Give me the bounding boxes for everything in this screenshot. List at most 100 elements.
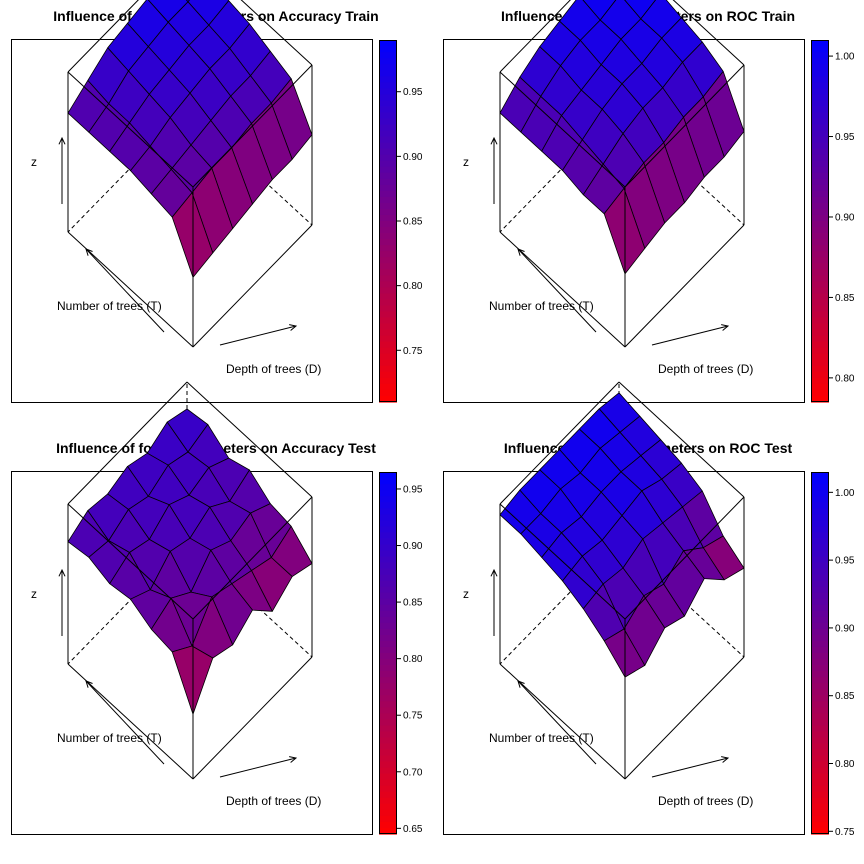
box-edge (192, 224, 313, 348)
colorbar-band (379, 124, 397, 132)
colorbar-band (379, 610, 397, 618)
colorbar-band (811, 640, 829, 648)
colorbar-band (811, 592, 829, 600)
colorbar-band (811, 773, 829, 781)
colorbar-band (379, 94, 397, 101)
depth-axis-arrow-head (721, 324, 730, 331)
colorbar-band (379, 490, 397, 497)
colorbar-tick-label: 0.85 (835, 691, 855, 702)
colorbar-band (811, 329, 829, 337)
colorbar-band (811, 616, 829, 624)
colorbar-band (379, 221, 397, 228)
colorbar-band (379, 484, 397, 491)
colorbar-tick-label: 0.85 (403, 598, 423, 609)
colorbar-band (811, 353, 829, 361)
colorbar-band (379, 160, 397, 168)
depth-axis-arrow (219, 757, 297, 778)
colorbar-band (379, 46, 397, 53)
colorbar-band (379, 791, 397, 799)
colorbar-band (379, 184, 397, 192)
colorbar-band (379, 574, 397, 582)
trees-axis-arrow (85, 248, 165, 333)
colorbar-band (811, 214, 829, 222)
colorbar-band (811, 725, 829, 733)
colorbar-band (379, 683, 397, 690)
colorbar-band (379, 773, 397, 781)
box-edge (624, 496, 745, 620)
box-edge (624, 224, 745, 348)
colorbar-band (379, 713, 397, 720)
depth-axis-arrow-head (289, 756, 298, 763)
z-axis-label: z (31, 155, 37, 169)
colorbar-band (811, 52, 829, 59)
surface-plot: Depth of trees (D) Number of trees (T) z 0.… (443, 0, 855, 403)
colorbar-band (811, 371, 829, 379)
colorbar-band (379, 329, 397, 337)
colorbar-frame (811, 472, 829, 834)
colorbar-band (811, 544, 829, 552)
colorbar-band (811, 514, 829, 521)
depth-axis-arrow-head (721, 756, 730, 763)
colorbar-band (379, 502, 397, 509)
z-axis-label: z (463, 155, 469, 169)
colorbar-band (811, 598, 829, 606)
trees-axis-arrow-head (85, 680, 93, 688)
box-edge (499, 503, 626, 620)
colorbar-band (811, 64, 829, 71)
colorbar-band (811, 628, 829, 636)
colorbar-band (811, 695, 829, 702)
box-edge (499, 663, 626, 780)
colorbar-band (811, 508, 829, 515)
colorbar-band (811, 761, 829, 769)
colorbar-band (379, 166, 397, 174)
box-edge (499, 381, 620, 505)
colorbar-band (811, 196, 829, 204)
trees-axis-label: Number of trees (T) (489, 731, 594, 745)
surface-plot: Depth of trees (D) Number of trees (T) z 0.… (11, 381, 423, 835)
colorbar-band (811, 478, 829, 485)
colorbar-tick-label: 0.85 (835, 293, 855, 304)
colorbar-band (811, 472, 829, 479)
colorbar-band (379, 640, 397, 648)
colorbar-band (379, 317, 397, 325)
colorbar-band (379, 580, 397, 588)
colorbar-band (379, 568, 397, 576)
colorbar-band (811, 305, 829, 313)
colorbar-band (811, 281, 829, 288)
colorbar-band (811, 257, 829, 264)
colorbar-band (811, 484, 829, 491)
depth-axis-label: Depth of trees (D) (658, 794, 753, 808)
colorbar-band (379, 556, 397, 564)
colorbar-band (379, 719, 397, 726)
colorbar-band (379, 76, 397, 83)
colorbar-band (811, 707, 829, 714)
colorbar-band (379, 154, 397, 162)
colorbar-band (379, 359, 397, 367)
colorbar-band (379, 755, 397, 763)
z-axis-arrow-head (490, 568, 498, 577)
colorbar-band (811, 389, 829, 397)
colorbar-band (811, 208, 829, 216)
colorbar-band (379, 347, 397, 355)
colorbar-tick-label: 0.75 (403, 346, 423, 357)
colorbar-band (379, 335, 397, 343)
colorbar-band (379, 227, 397, 234)
colorbar-band (379, 118, 397, 126)
surface-plot: Depth of trees (D) Number of trees (T) z 0.… (11, 0, 423, 403)
colorbar-band (811, 94, 829, 101)
colorbar-band (811, 646, 829, 654)
colorbar-band (379, 208, 397, 216)
colorbar-band (811, 677, 829, 684)
colorbar-band (811, 532, 829, 539)
trees-axis-arrow (517, 248, 597, 333)
colorbar-band (379, 520, 397, 527)
colorbar-band (379, 634, 397, 642)
colorbar-band (811, 293, 829, 301)
colorbar-band (811, 166, 829, 174)
colorbar-band (379, 659, 397, 666)
depth-axis-label: Depth of trees (D) (226, 794, 321, 808)
colorbar-tick-label: 0.95 (835, 132, 855, 143)
depth-axis-arrow-head (289, 324, 298, 331)
colorbar-band (379, 281, 397, 288)
colorbar-band (811, 821, 829, 829)
